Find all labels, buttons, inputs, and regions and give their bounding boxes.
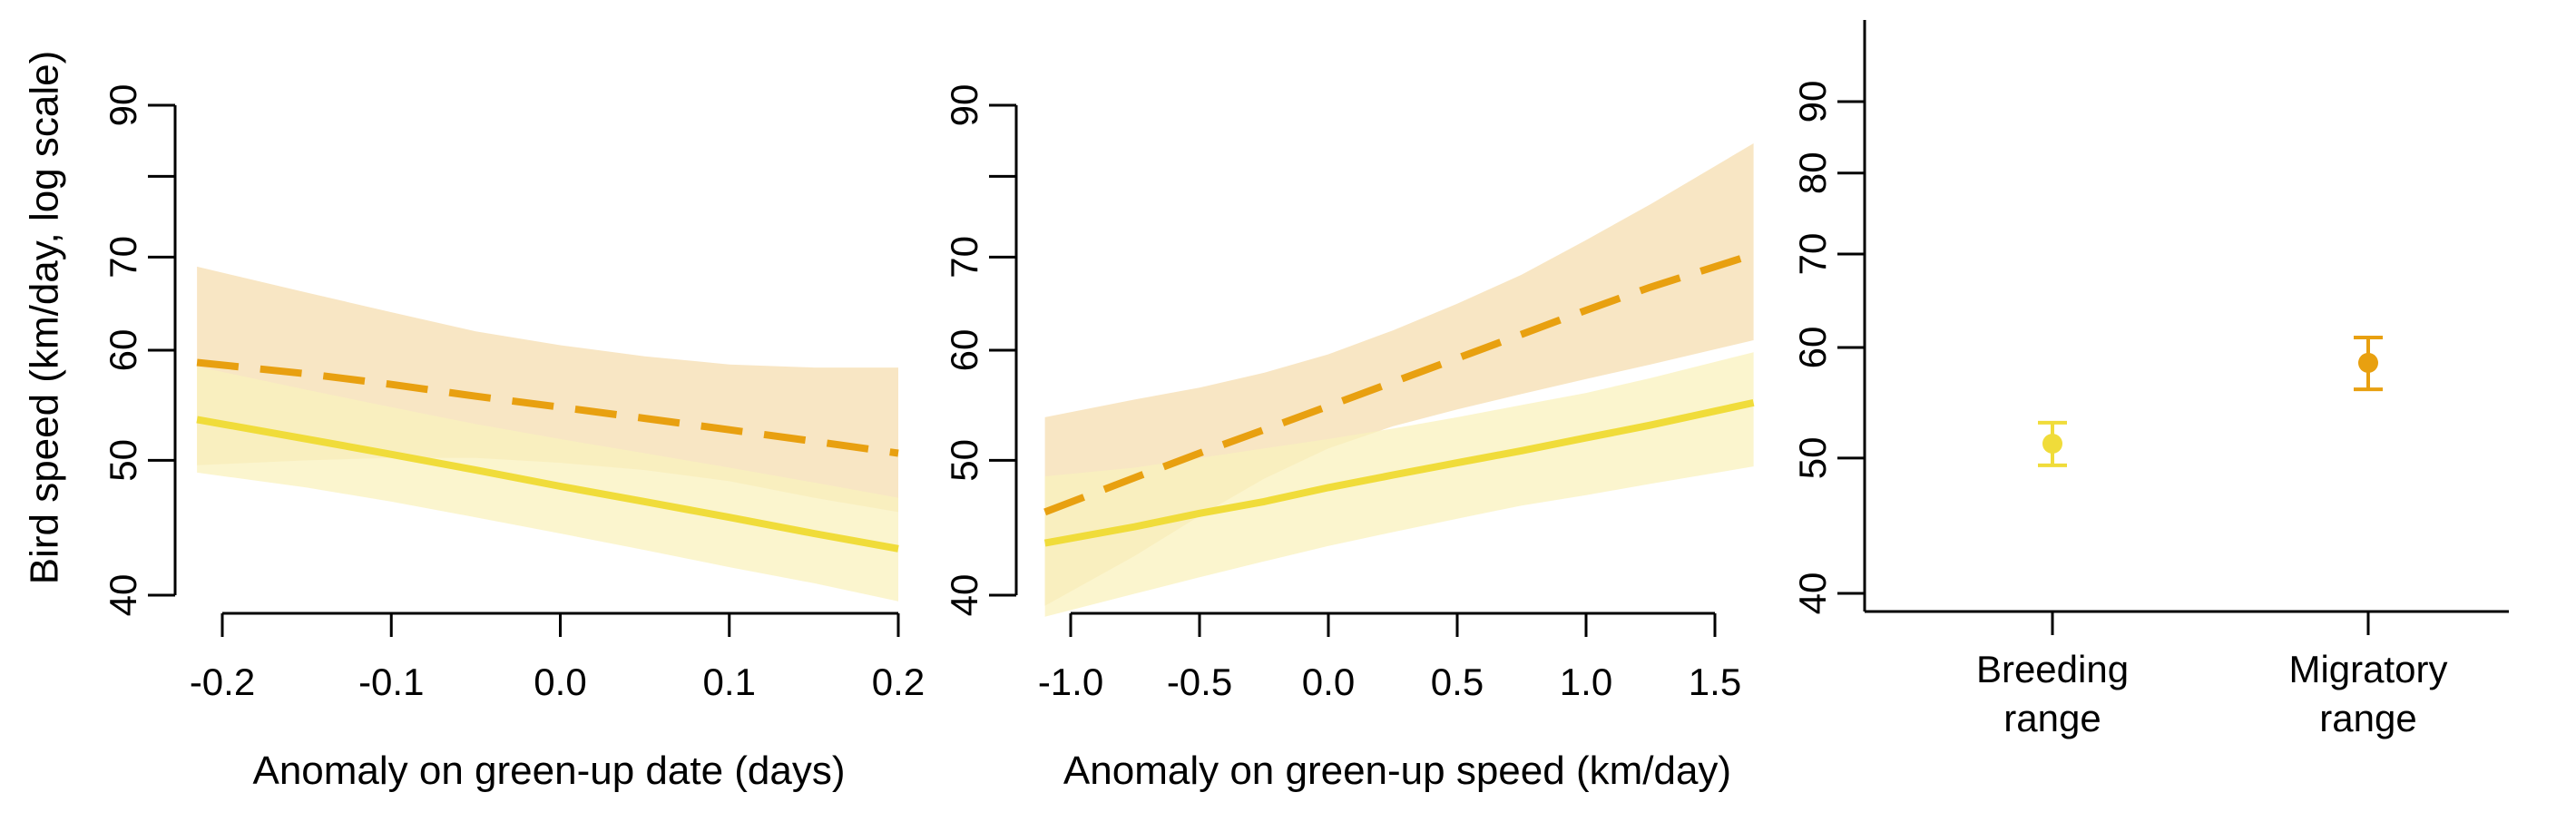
left-y-tick-label-40: 40 xyxy=(102,574,144,617)
middle-x-axis-label: Anomaly on green-up speed (km/day) xyxy=(1063,749,1731,793)
left-x-axis: -0.2 -0.1 0.0 0.1 0.2 xyxy=(190,612,925,703)
panel-middle: 40 50 60 70 90 -1.0 -0.5 0.0 0.5 1.0 1.5 Anomaly … xyxy=(943,84,1755,793)
left-x-tick-label-0: -0.2 xyxy=(190,661,255,703)
right-x-tick-label-1: Migratory range xyxy=(2288,648,2447,739)
left-y-tick-label-50: 50 xyxy=(102,439,144,482)
y-axis-label: Bird speed (km/day, log scale) xyxy=(23,51,67,585)
right-x-tick-label-line: range xyxy=(2319,697,2416,739)
left-y-axis: 40 50 60 70 90 xyxy=(102,84,177,617)
middle-y-tick-label-50: 50 xyxy=(943,439,985,482)
middle-x-tick-label-2: 0.0 xyxy=(1302,661,1355,703)
right-points xyxy=(2038,335,2383,467)
right-x-tick-label-line: range xyxy=(2003,697,2101,739)
right-point-migratory xyxy=(2358,352,2378,373)
right-y-tick-label-70: 70 xyxy=(1791,233,1834,276)
right-y-tick-label-50: 50 xyxy=(1791,436,1834,479)
middle-band-breeding xyxy=(1044,352,1754,617)
right-x-tick-label-line: Migratory xyxy=(2288,648,2447,690)
right-y-tick-label-40: 40 xyxy=(1791,572,1834,615)
right-y-tick-label-80: 80 xyxy=(1791,152,1834,194)
middle-y-tick-label-40: 40 xyxy=(943,574,985,617)
right-y-axis: 40 50 60 70 80 90 xyxy=(1791,20,1866,615)
middle-y-axis: 40 50 60 70 90 xyxy=(943,84,1018,617)
middle-x-tick-label-3: 0.5 xyxy=(1431,661,1484,703)
left-x-tick-label-3: 0.1 xyxy=(703,661,756,703)
left-bands xyxy=(197,266,899,602)
middle-x-axis: -1.0 -0.5 0.0 0.5 1.0 1.5 xyxy=(1038,612,1741,703)
left-y-tick-label-60: 60 xyxy=(102,329,144,372)
middle-x-tick-label-1: -0.5 xyxy=(1167,661,1232,703)
middle-line-breeding xyxy=(1043,398,1755,547)
middle-line-migratory xyxy=(1043,250,1755,516)
left-x-tick-label-1: -0.1 xyxy=(358,661,424,703)
middle-x-tick-label-5: 1.5 xyxy=(1689,661,1741,703)
right-y-tick-label-60: 60 xyxy=(1791,327,1834,369)
right-x-tick-label-line: Breeding xyxy=(1976,648,2129,690)
middle-lines xyxy=(1043,250,1755,547)
left-x-tick-label-4: 0.2 xyxy=(872,661,925,703)
middle-bands xyxy=(1044,143,1754,617)
middle-x-tick-label-0: -1.0 xyxy=(1038,661,1103,703)
right-y-tick-label-90: 90 xyxy=(1791,81,1834,123)
middle-x-tick-label-4: 1.0 xyxy=(1560,661,1612,703)
panel-left: 40 50 60 70 90 -0.2 -0.1 0.0 0.1 0.2 Anomaly on … xyxy=(102,84,925,793)
right-x-tick-label-0: Breeding range xyxy=(1976,648,2129,739)
left-y-tick-label-70: 70 xyxy=(102,236,144,279)
middle-y-tick-label-70: 70 xyxy=(943,236,985,279)
left-line-breeding xyxy=(196,416,899,553)
left-y-tick-label-90: 90 xyxy=(102,84,144,127)
panel-right: 40 50 60 70 80 90 Breeding range Migratory range xyxy=(1791,20,2509,739)
left-x-tick-label-2: 0.0 xyxy=(534,661,586,703)
right-x-axis: Breeding range Migratory range xyxy=(1865,610,2509,739)
left-x-axis-label: Anomaly on green-up date (days) xyxy=(252,749,845,793)
middle-y-tick-label-90: 90 xyxy=(943,84,985,127)
right-point-breeding xyxy=(2042,434,2062,455)
left-lines xyxy=(196,358,899,553)
left-line-migratory xyxy=(196,358,899,457)
middle-y-tick-label-60: 60 xyxy=(943,329,985,372)
